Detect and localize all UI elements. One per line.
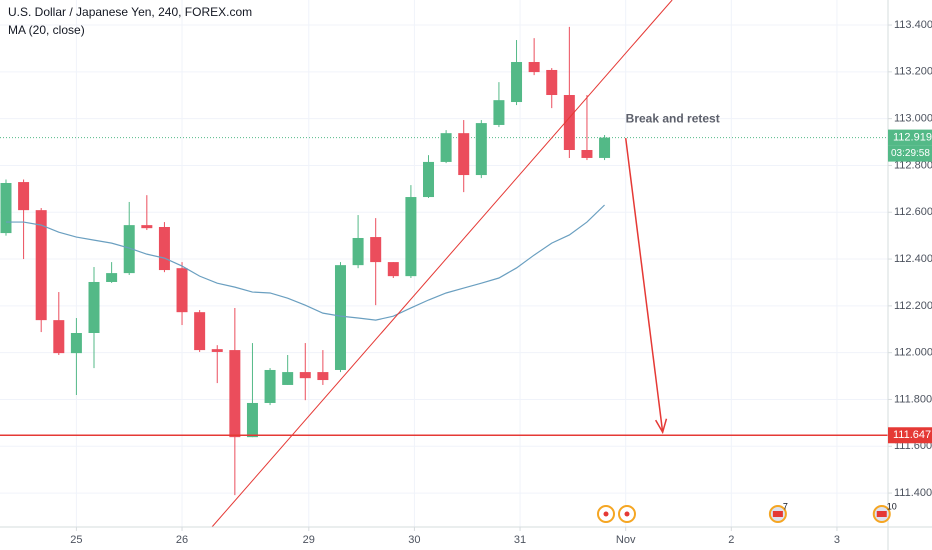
x-tick-label: 30	[408, 534, 420, 546]
candle-body	[334, 265, 346, 370]
candle-body	[123, 225, 135, 274]
candle-body	[563, 95, 575, 151]
plot-area	[0, 0, 888, 527]
trendline	[211, 0, 673, 527]
candle-body	[387, 262, 399, 277]
x-tick-label: 29	[303, 534, 315, 546]
x-tick-label: 3	[834, 534, 840, 546]
candle-body	[352, 237, 364, 266]
candle-body	[264, 369, 276, 403]
indicator-label: MA (20, close)	[8, 23, 85, 37]
y-tick-label: 113.000	[894, 113, 932, 125]
chart-title: U.S. Dollar / Japanese Yen, 240, FOREX.c…	[8, 5, 252, 19]
candle-body	[528, 62, 540, 73]
x-tick-label: 2	[728, 534, 734, 546]
candle-body	[423, 161, 435, 198]
candle-body	[194, 312, 206, 351]
annotation: Break and retest	[626, 111, 720, 125]
y-tick-label: 111.400	[894, 487, 932, 499]
candle-body	[599, 137, 611, 158]
candle-body	[141, 225, 153, 229]
x-tick-label: 26	[176, 534, 188, 546]
candle-body	[405, 197, 417, 277]
y-tick-label: 111.800	[894, 393, 932, 405]
support-price-label: 111.647	[893, 429, 931, 441]
y-tick-label: 113.200	[894, 66, 932, 78]
candle-body	[546, 69, 558, 96]
candle-body	[0, 182, 12, 234]
candle-body	[211, 349, 223, 352]
y-tick-label: 112.400	[894, 253, 932, 265]
candle-body	[229, 350, 241, 438]
candle-body	[246, 402, 258, 438]
x-tick-label: Nov	[616, 534, 636, 546]
y-tick-label: 112.000	[894, 347, 932, 359]
candle-body	[158, 226, 170, 271]
candle-body	[176, 268, 188, 313]
axes: 111.400111.600111.800112.000112.200112.4…	[70, 19, 932, 546]
candle-body	[317, 372, 329, 381]
arrow-head	[654, 418, 668, 435]
moving-average	[5, 204, 605, 321]
y-tick-label: 113.400	[894, 19, 932, 31]
candle-body	[370, 237, 382, 263]
candle-body	[106, 273, 118, 282]
x-tick-label: 31	[514, 534, 526, 546]
candle-body	[475, 123, 487, 176]
event-badge-count: 7	[783, 501, 788, 511]
y-tick-label: 112.800	[894, 159, 932, 171]
event-badge-count: 10	[887, 501, 897, 511]
countdown-box	[888, 145, 932, 162]
last-price-label: 112.919	[893, 132, 932, 144]
candle-body	[581, 150, 593, 158]
y-tick-label: 112.200	[894, 300, 932, 312]
support-price-box	[888, 427, 932, 444]
candle-body	[282, 372, 294, 385]
y-tick-label: 112.600	[894, 206, 932, 218]
event-dot	[624, 511, 630, 517]
candle-body	[299, 372, 311, 379]
candle-body	[493, 100, 505, 125]
arrow	[624, 137, 664, 433]
candle-body	[88, 281, 100, 334]
candle-body	[18, 182, 30, 211]
countdown-label: 03:29:58	[891, 148, 930, 159]
candle-body	[440, 133, 452, 162]
last-price-box	[888, 129, 932, 146]
candle-body	[70, 333, 82, 354]
event-flag	[876, 511, 887, 517]
event-dot	[603, 511, 609, 517]
candle-body	[458, 133, 470, 176]
x-tick-label: 25	[70, 534, 82, 546]
candle-body	[53, 320, 65, 354]
event-flag	[772, 511, 783, 517]
candle-body	[511, 62, 523, 103]
candle-body	[35, 210, 47, 321]
